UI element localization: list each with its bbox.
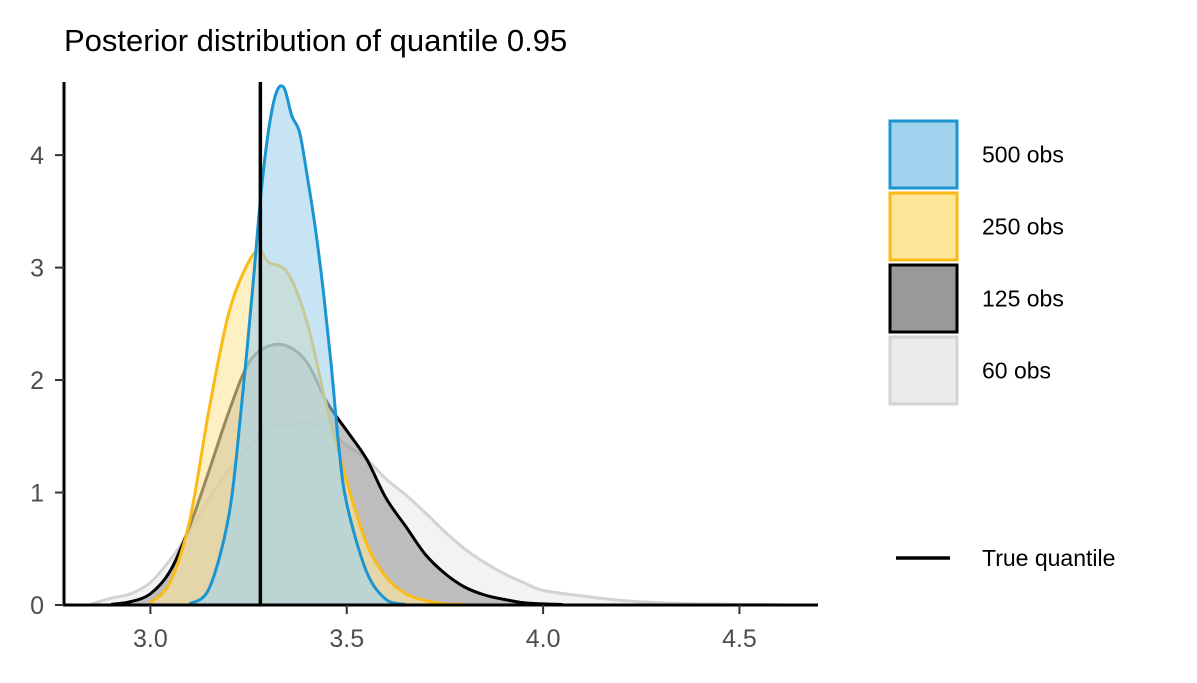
axes: 3.0 3.5 4.0 4.5 0 1 2 3 4 <box>30 82 818 653</box>
density-area-500-obs <box>189 85 406 606</box>
density-areas <box>91 84 779 607</box>
legend-key-250-obs <box>888 191 959 262</box>
chart-title: Posterior distribution of quantile 0.95 <box>64 23 567 58</box>
x-tick-label: 4.0 <box>526 625 561 653</box>
legend-key-60-obs <box>888 335 959 406</box>
legend-key-500-obs <box>888 119 959 190</box>
legend: 500 obs 250 obs 125 obs 60 obs True quantile <box>888 119 1115 571</box>
x-tick-label: 3.0 <box>133 625 168 653</box>
x-tick-label: 3.5 <box>329 625 364 653</box>
legend-label-60-obs: 60 obs <box>982 358 1051 384</box>
legend-label-250-obs: 250 obs <box>982 214 1064 240</box>
legend-label-true-quantile: True quantile <box>982 545 1115 571</box>
y-tick-label: 0 <box>30 592 44 620</box>
x-tick-label: 4.5 <box>722 625 757 653</box>
y-tick-label: 1 <box>30 480 44 508</box>
y-tick-label: 2 <box>30 367 44 395</box>
legend-label-500-obs: 500 obs <box>982 142 1064 168</box>
legend-key-125-obs <box>888 263 959 334</box>
y-tick-label: 4 <box>30 142 44 170</box>
y-tick-label: 3 <box>30 255 44 283</box>
legend-label-125-obs: 125 obs <box>982 286 1064 312</box>
density-line-500-obs <box>188 84 407 606</box>
